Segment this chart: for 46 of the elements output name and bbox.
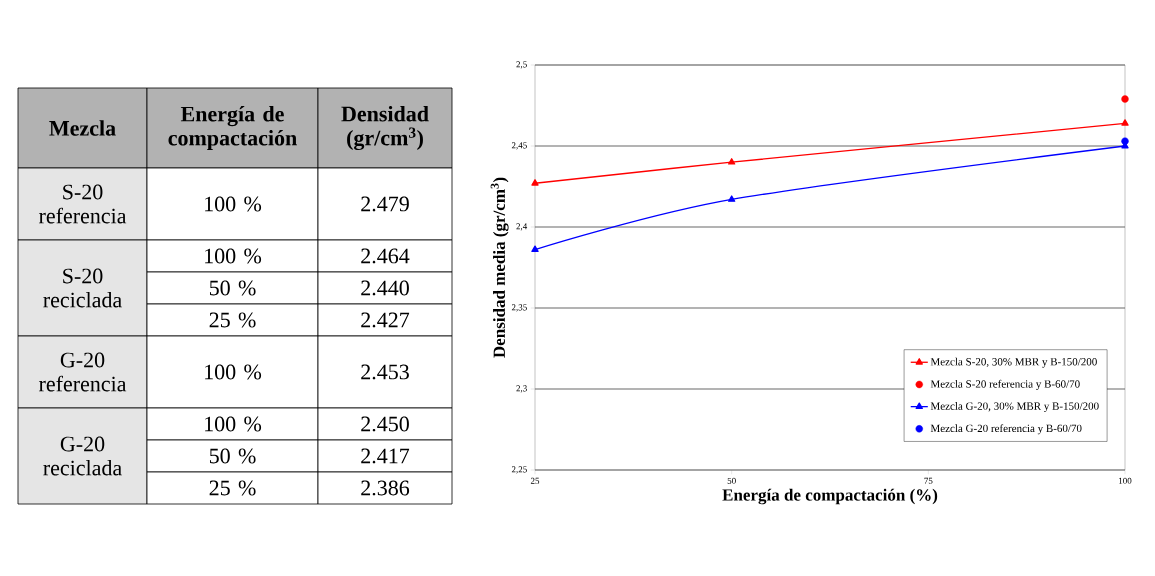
y-tick-label: 2,5 — [516, 61, 527, 69]
text: 25 % — [209, 480, 256, 496]
text: 100 % — [205, 416, 262, 432]
x-tick-label: 25 — [530, 477, 540, 484]
legend-label: Mezcla G-20, 30% MBR y B-150/200 — [930, 402, 1099, 413]
legend-label: Mezcla G-20 referencia y B-60/70 — [930, 424, 1082, 435]
x-tick-label: 100 — [1119, 477, 1132, 484]
text: 2.479 — [361, 196, 409, 212]
text: 2.464 — [361, 248, 410, 264]
text: 100 % — [205, 364, 262, 380]
text: 50 % — [209, 280, 256, 296]
text: 2.450 — [361, 416, 409, 432]
text: G-20 reciclada — [43, 436, 122, 476]
text: 2.386 — [361, 480, 410, 496]
text: 2.453 — [361, 364, 409, 380]
point — [1121, 95, 1129, 103]
y-tick-label: 2,4 — [516, 223, 528, 231]
text: 100 % — [205, 196, 262, 212]
y-tick-label: 2,3 — [516, 385, 527, 393]
y-tick-label: 2,25 — [511, 466, 527, 474]
x-axis-title: Energía de compactación (%) — [722, 488, 938, 505]
x-tick-label: 75 — [924, 477, 933, 484]
legend-label: Mezcla S-20 referencia y B-60/70 — [930, 379, 1080, 390]
point — [1121, 119, 1129, 126]
text: 50 % — [209, 448, 256, 464]
text: 2.417 — [361, 448, 410, 464]
point — [1121, 137, 1129, 145]
point — [531, 245, 539, 253]
text: G-20 referencia — [38, 352, 127, 392]
text: 2.440 — [361, 280, 409, 296]
y-tick-label: 2,45 — [511, 142, 527, 150]
text: 25 % — [209, 312, 256, 328]
point — [531, 179, 539, 186]
x-tick-label: 50 — [727, 477, 736, 484]
text: Energía de compactación — [168, 106, 297, 150]
text: S-20 referencia — [38, 184, 127, 224]
text: S-20 reciclada — [43, 268, 122, 308]
text: 100 % — [205, 248, 262, 264]
legend-label: Mezcla S-20, 30% MBR y B-150/200 — [930, 357, 1097, 368]
y-tick-label: 2,35 — [511, 304, 527, 312]
text: Densidad (gr/cm$^{3}$) — [341, 105, 429, 151]
point — [727, 158, 736, 165]
text: Mezcla — [49, 120, 116, 136]
y-axis-title: Densidad media (gr/cm$^{3}$) — [490, 177, 509, 358]
point — [727, 195, 736, 202]
text: 2.427 — [361, 312, 410, 328]
